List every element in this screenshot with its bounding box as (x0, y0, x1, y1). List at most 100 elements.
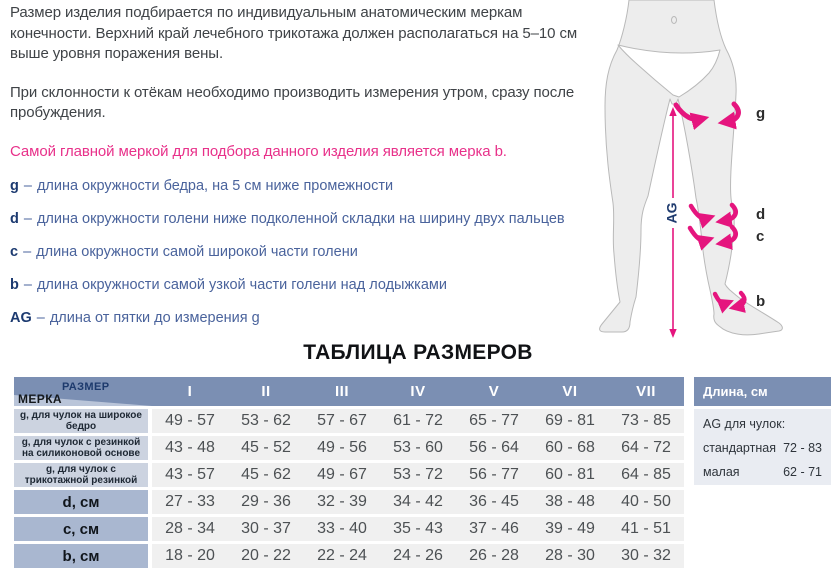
length-row-standard: стандартная 72 - 83 (703, 441, 822, 455)
size-table-title: ТАБЛИЦА РАЗМЕРОВ (303, 341, 533, 364)
diagram-label-g: g (756, 105, 765, 122)
intro-paragraph-1: Размер изделия подбирается по индивидуал… (10, 4, 578, 62)
table-row-d: d, см 27 - 33 29 - 36 32 - 39 34 - 42 36… (14, 490, 684, 514)
measure-text-b: длина окружности самой узкой части голен… (36, 277, 447, 293)
cell: 35 - 43 (393, 520, 443, 537)
intro-text-block: Размер изделия подбирается по индивидуал… (10, 3, 602, 343)
row-values: 43 - 48 45 - 52 49 - 56 53 - 60 56 - 64 … (152, 436, 684, 460)
measure-letter-d: d (10, 211, 19, 227)
cell: 45 - 62 (241, 466, 291, 483)
diagram-label-d: d (756, 206, 765, 223)
row-values: 27 - 33 29 - 36 32 - 39 34 - 42 36 - 45 … (152, 490, 684, 514)
length-value: 72 - 83 (783, 441, 822, 455)
row-label: b, см (14, 544, 148, 568)
cell: 32 - 39 (317, 493, 367, 510)
g-measure-arrow (673, 101, 741, 131)
table-row-c: c, см 28 - 34 30 - 37 33 - 40 35 - 43 37… (14, 517, 684, 541)
cell: 56 - 77 (469, 466, 519, 483)
length-label: стандартная (703, 441, 776, 455)
size-table-header-row: РАЗМЕР МЕРКА I II III IV V VI VII (14, 377, 684, 406)
dash-separator: – (23, 178, 32, 194)
cell: 57 - 67 (317, 412, 367, 429)
cell: 43 - 57 (165, 466, 215, 483)
table-row-g-wide-hip: g, для чулок на широкое бедро 49 - 57 53… (14, 409, 684, 433)
column-header-2: II (261, 383, 271, 400)
length-panel-subtitle: AG для чулок: (703, 417, 786, 431)
b-measure-arrow (712, 290, 747, 314)
c-measure-arrow (687, 224, 738, 251)
cell: 49 - 56 (317, 439, 367, 456)
cell: 27 - 33 (165, 493, 215, 510)
cell: 53 - 60 (393, 439, 443, 456)
column-header-6: VI (562, 383, 578, 400)
measure-def-c: c – длина окружности самой широкой части г… (10, 244, 602, 260)
table-row-g-silicone: g, для чулок с резинкой на силиконовой о… (14, 436, 684, 460)
cell: 39 - 49 (545, 520, 595, 537)
size-table: РАЗМЕР МЕРКА I II III IV V VI VII g, для… (14, 377, 684, 571)
measure-definitions: g – длина окружности бедра, на 5 см ниже п… (10, 178, 602, 326)
cell: 28 - 34 (165, 520, 215, 537)
cell: 22 - 24 (317, 547, 367, 564)
measure-letter-b: b (10, 277, 19, 293)
cell: 34 - 42 (393, 493, 443, 510)
length-row-small: малая 62 - 71 (703, 465, 822, 479)
corner-diagonal (14, 395, 152, 406)
row-values: 28 - 34 30 - 37 33 - 40 35 - 43 37 - 46 … (152, 517, 684, 541)
cell: 18 - 20 (165, 547, 215, 564)
dash-separator: – (36, 310, 45, 326)
cell: 37 - 46 (469, 520, 519, 537)
cell: 40 - 50 (621, 493, 671, 510)
column-header-4: IV (410, 383, 426, 400)
navel-mark (671, 16, 677, 24)
length-panel: Длина, см AG для чулок: стандартная 72 -… (694, 377, 831, 485)
column-header-1: I (187, 383, 193, 400)
corner-label-measure: МЕРКА (18, 392, 62, 406)
cell: 33 - 40 (317, 520, 367, 537)
cell: 24 - 26 (393, 547, 443, 564)
row-label: d, см (14, 490, 148, 514)
measure-letter-c: c (10, 244, 19, 260)
cell: 65 - 77 (469, 412, 519, 429)
dash-separator: – (23, 211, 32, 227)
cell: 29 - 36 (241, 493, 291, 510)
diagram-label-c: c (756, 228, 764, 245)
measure-letter-g: g (10, 178, 19, 194)
table-row-b: b, см 18 - 20 20 - 22 22 - 24 24 - 26 26… (14, 544, 684, 568)
cell: 64 - 85 (621, 466, 671, 483)
table-row-g-knit: g, для чулок с трикотажной резинкой 43 -… (14, 463, 684, 487)
length-panel-body: AG для чулок: стандартная 72 - 83 малая … (694, 409, 831, 485)
cell: 49 - 67 (317, 466, 367, 483)
cell: 53 - 62 (241, 412, 291, 429)
row-label: c, см (14, 517, 148, 541)
corner-cell: РАЗМЕР МЕРКА (14, 377, 152, 406)
length-panel-header: Длина, см (694, 377, 831, 406)
legs-measurement-diagram: AG g d c b (599, 0, 783, 338)
row-label: g, для чулок на широкое бедро (14, 409, 148, 433)
row-values: 18 - 20 20 - 22 22 - 24 24 - 26 26 - 28 … (152, 544, 684, 568)
measure-text-c: длина окружности самой широкой части гол… (36, 244, 358, 260)
cell: 36 - 45 (469, 493, 519, 510)
ag-arrow-down (669, 329, 677, 338)
ag-line-label: AG (664, 202, 680, 223)
column-header-7: VII (636, 383, 656, 400)
row-label: g, для чулок с трикотажной резинкой (14, 463, 148, 487)
cell: 73 - 85 (621, 412, 671, 429)
length-label: малая (703, 465, 740, 479)
cell: 43 - 48 (165, 439, 215, 456)
measure-def-ag: AG – длина от пятки до измерения g (10, 310, 602, 326)
cell: 69 - 81 (545, 412, 595, 429)
cell: 60 - 81 (545, 466, 595, 483)
cell: 53 - 72 (393, 466, 443, 483)
diagram-label-b: b (756, 293, 765, 310)
row-label: g, для чулок с резинкой на силиконовой о… (14, 436, 148, 460)
cell: 45 - 52 (241, 439, 291, 456)
measure-def-g: g – длина окружности бедра, на 5 см ниже п… (10, 178, 602, 194)
measure-def-b: b – длина окружности самой узкой части гол… (10, 277, 602, 293)
measure-text-d: длина окружности голени ниже подколенной… (36, 211, 565, 227)
ag-arrow-up (669, 107, 677, 116)
cell: 30 - 37 (241, 520, 291, 537)
cell: 60 - 68 (545, 439, 595, 456)
measure-text-ag: длина от пятки до измерения g (49, 310, 260, 326)
dash-separator: – (23, 277, 32, 293)
